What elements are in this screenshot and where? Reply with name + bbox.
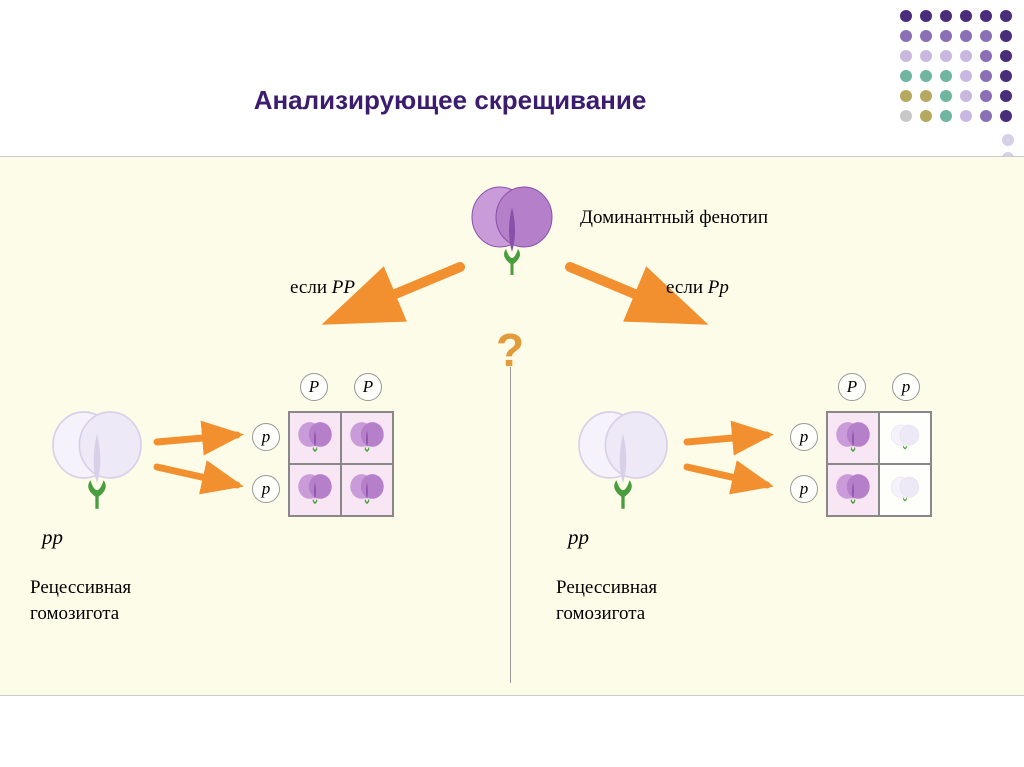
punnett-cell	[827, 464, 879, 516]
allele-circle: P	[838, 373, 866, 401]
dot-grid-decoration	[900, 10, 1014, 124]
allele-circle: P	[354, 373, 382, 401]
dominant-label: Доминантный фенотип	[580, 207, 768, 229]
center-divider	[510, 367, 511, 683]
recessive-label-right-2: гомозигота	[556, 603, 645, 625]
punnett-square-left	[288, 411, 394, 517]
recessive-flower-left-icon	[42, 401, 152, 511]
allele-circle: p	[790, 475, 818, 503]
pp-label-left: pp	[42, 525, 63, 550]
allele-circle: P	[300, 373, 328, 401]
punnett-cell	[289, 464, 341, 516]
allele-circle: p	[892, 373, 920, 401]
arrow-small-icon	[152, 457, 252, 497]
if-pp-label-right: если Pp	[666, 277, 729, 299]
recessive-flower-right-icon	[568, 401, 678, 511]
allele-circle: p	[790, 423, 818, 451]
arrow-small-icon	[682, 457, 782, 497]
arrow-small-icon	[682, 417, 782, 457]
punnett-cell	[289, 412, 341, 464]
pp-label-right: pp	[568, 525, 589, 550]
punnett-square-right	[826, 411, 932, 517]
punnett-cell	[341, 464, 393, 516]
punnett-cell	[879, 412, 931, 464]
punnett-cell	[341, 412, 393, 464]
recessive-label-left-2: гомозигота	[30, 603, 119, 625]
allele-circle: p	[252, 423, 280, 451]
punnett-cell	[879, 464, 931, 516]
allele-circle: p	[252, 475, 280, 503]
diagram-area: Доминантный фенотип если PP если Pp ? pp…	[0, 156, 1024, 696]
dominant-flower-icon	[462, 177, 562, 277]
page-title: Анализирующее скрещивание	[0, 85, 900, 116]
punnett-cell	[827, 412, 879, 464]
recessive-label-right-1: Рецессивная	[556, 577, 657, 599]
arrow-small-icon	[152, 417, 252, 457]
recessive-label-left-1: Рецессивная	[30, 577, 131, 599]
if-pp-label-left: если PP	[290, 277, 355, 299]
